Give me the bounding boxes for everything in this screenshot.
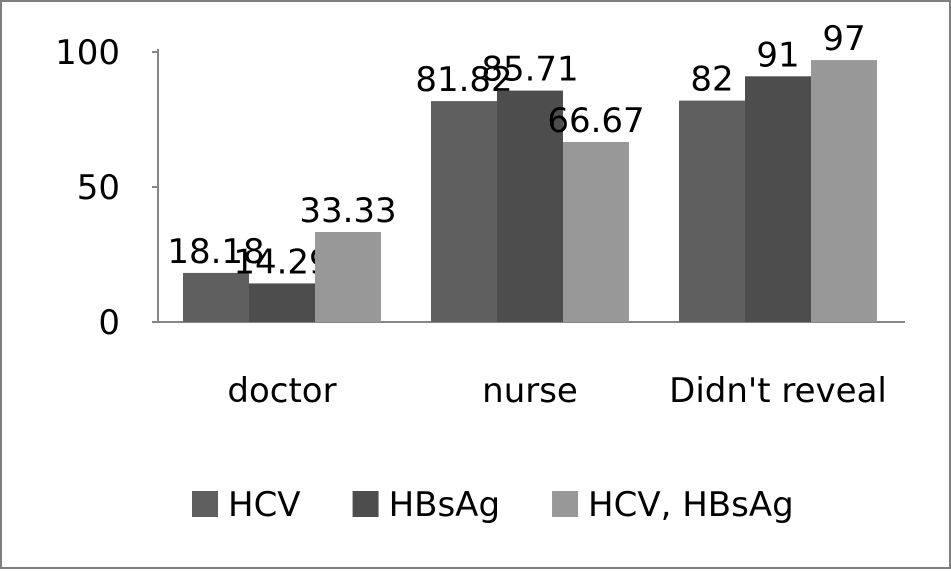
data-label: 18.18 bbox=[167, 232, 264, 272]
legend-swatch bbox=[192, 491, 218, 517]
data-label: 91 bbox=[756, 35, 799, 75]
data-label: 82 bbox=[690, 60, 733, 100]
bar-2 bbox=[249, 283, 315, 322]
bar-3 bbox=[811, 60, 877, 322]
bar-2 bbox=[745, 76, 811, 322]
data-label: 85.71 bbox=[481, 50, 578, 90]
legend-label: HBsAg bbox=[389, 485, 500, 525]
bar-1 bbox=[679, 100, 745, 322]
y-tick-label: 50 bbox=[77, 168, 120, 208]
x-category-label: doctor bbox=[227, 371, 336, 411]
data-label: 81.82 bbox=[415, 60, 512, 100]
x-category-label: Didn't reveal bbox=[669, 371, 887, 411]
bar-1 bbox=[431, 101, 497, 322]
x-category-label: nurse bbox=[482, 371, 578, 411]
y-tick-label: 100 bbox=[55, 33, 120, 73]
legend-swatch bbox=[552, 491, 579, 517]
data-label: 14.29 bbox=[233, 242, 330, 282]
data-label: 97 bbox=[822, 19, 865, 59]
legend-label: HCV bbox=[228, 485, 301, 525]
bar-2 bbox=[497, 90, 563, 322]
bar-3 bbox=[315, 232, 381, 322]
data-label: 66.67 bbox=[547, 101, 644, 141]
y-tick-label: 0 bbox=[98, 303, 120, 343]
legend-label: HCV, HBsAg bbox=[588, 485, 794, 525]
bar-1 bbox=[183, 272, 249, 322]
legend-swatch bbox=[352, 491, 379, 517]
data-label: 33.33 bbox=[299, 191, 396, 231]
bar-3 bbox=[563, 141, 629, 322]
